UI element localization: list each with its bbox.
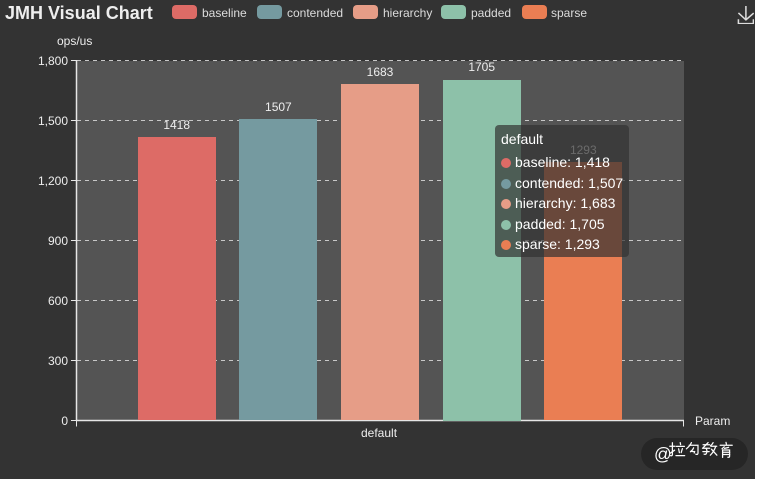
svg-text:@: @ — [654, 444, 672, 464]
